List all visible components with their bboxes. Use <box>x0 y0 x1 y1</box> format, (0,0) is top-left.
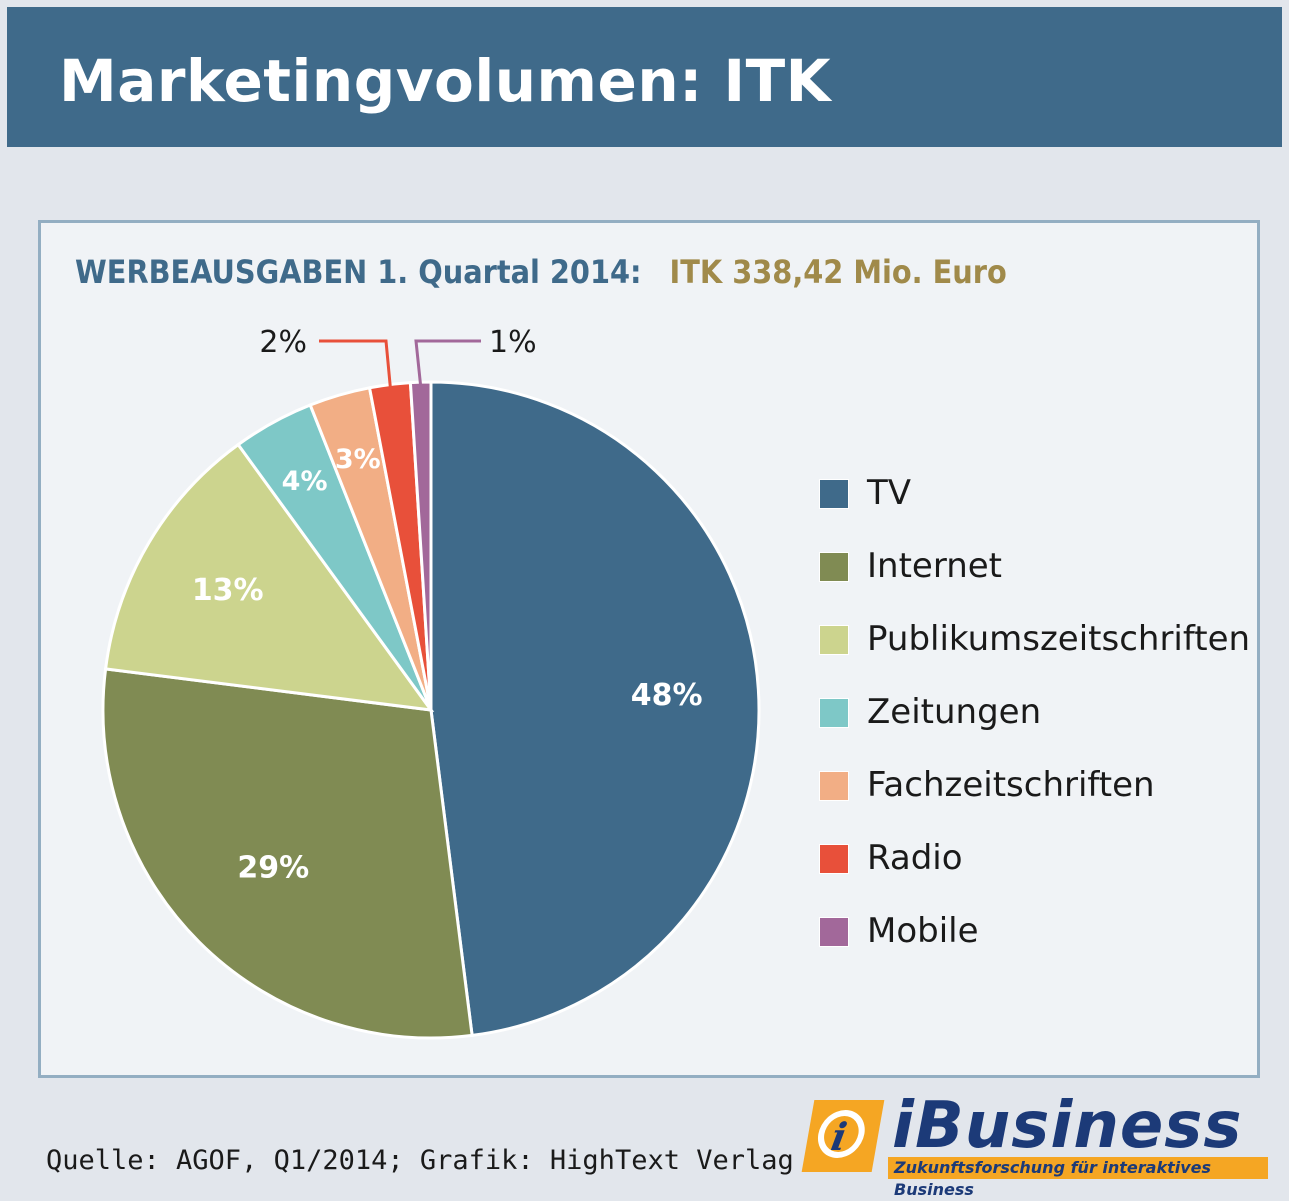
pie-slice-publikumszeitschriften <box>103 442 435 712</box>
leader-line-radio <box>319 339 393 391</box>
chart-panel: WERBEAUSGABEN 1. Quartal 2014: ITK 338,4… <box>38 220 1260 1078</box>
slice-label-radio: 2% <box>259 325 307 360</box>
legend-swatch-mobile <box>819 917 849 947</box>
logo-tagline: Zukunftsforschung für interaktives Busin… <box>888 1157 1268 1199</box>
ibusiness-logo: i iBusiness Zukunftsforschung für intera… <box>801 1089 1268 1199</box>
legend-label-zeitungen: Zeitungen <box>867 692 1042 732</box>
title-bar: Marketingvolumen: ITK <box>7 7 1282 147</box>
subtitle-total: ITK 338,42 Mio. Euro <box>669 253 1007 291</box>
subtitle-label: WERBEAUSGABEN 1. Quartal 2014: <box>75 253 642 291</box>
legend-label-publikumszeitschriften: Publikumszeitschriften <box>867 619 1251 659</box>
legend-swatch-publikumszeitschriften <box>819 625 849 655</box>
legend-swatch-fachzeitschriften <box>819 771 849 801</box>
leader-line-mobile <box>414 339 481 389</box>
legend-swatch-radio <box>819 844 849 874</box>
pie-chart: 48% 29% 13% 4%3% 2% 1% <box>101 325 761 1040</box>
slice-label-tv: 48% <box>631 678 703 713</box>
logo-wordmark: iBusiness <box>892 1089 1243 1163</box>
legend-label-mobile: Mobile <box>867 911 979 951</box>
slice-label-zeitungen: 4% <box>282 466 328 497</box>
legend-swatch-tv <box>819 479 849 509</box>
legend-label-internet: Internet <box>867 546 1003 586</box>
slice-label-publikumszeitschriften: 13% <box>192 573 264 608</box>
slice-label-mobile: 1% <box>489 325 537 360</box>
source-note: Quelle: AGOF, Q1/2014; Grafik: HighText … <box>46 1145 794 1176</box>
legend-label-tv: TV <box>867 473 912 513</box>
slice-label-internet: 29% <box>237 851 309 886</box>
legend-swatch-internet <box>819 552 849 582</box>
pie-slice-internet <box>101 667 474 1040</box>
logo-mark: i <box>801 1100 885 1172</box>
chart-subtitle: WERBEAUSGABEN 1. Quartal 2014: ITK 338,4… <box>75 253 1007 291</box>
legend-label-fachzeitschriften: Fachzeitschriften <box>867 765 1155 805</box>
legend-label-radio: Radio <box>867 838 963 878</box>
legend-swatch-zeitungen <box>819 698 849 728</box>
slice-label-fachzeitschriften: 3% <box>335 444 381 475</box>
page-title: Marketingvolumen: ITK <box>59 47 832 115</box>
pie-slice-tv <box>429 380 761 1038</box>
